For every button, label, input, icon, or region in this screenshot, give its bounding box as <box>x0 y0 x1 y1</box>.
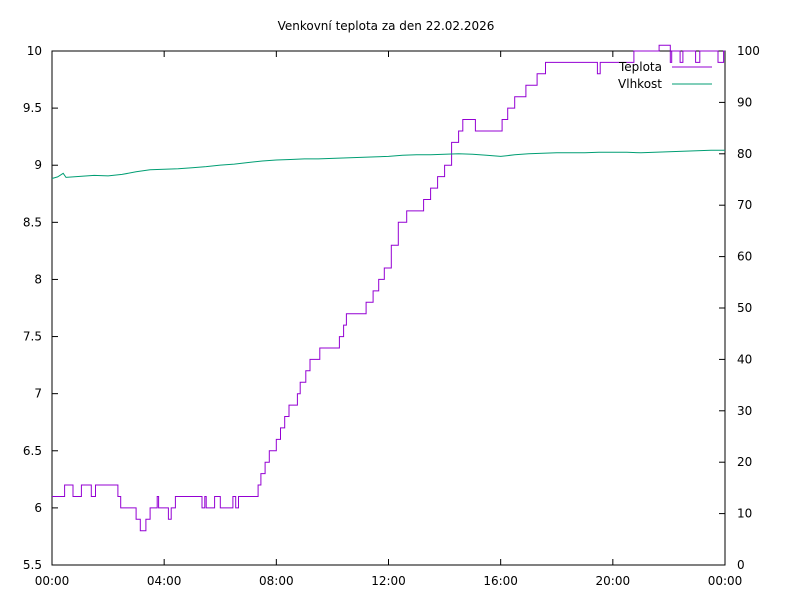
x-tick-label: 04:00 <box>147 574 182 588</box>
y-left-tick-label: 8.5 <box>23 215 42 229</box>
series-line-teplota <box>52 44 725 532</box>
series-layer <box>51 44 725 532</box>
series-line-vlhkost <box>51 149 725 179</box>
y-right-tick-label: 70 <box>737 198 752 212</box>
x-tick-label: 20:00 <box>596 574 631 588</box>
y-right-tick-label: 20 <box>737 455 752 469</box>
y-left-tick-label: 7.5 <box>23 330 42 344</box>
y-left-tick-label: 6 <box>34 501 42 515</box>
y-right-tick-label: 90 <box>737 95 752 109</box>
chart-title: Venkovní teplota za den 22.02.2026 <box>278 19 495 33</box>
y-right-tick-label: 50 <box>737 301 752 315</box>
y-left-tick-label: 7 <box>34 387 42 401</box>
y-left-tick-label: 9 <box>34 158 42 172</box>
y-left-tick-label: 5.5 <box>23 558 42 572</box>
x-tick-label: 00:00 <box>35 574 70 588</box>
y-left-tick-label: 6.5 <box>23 444 42 458</box>
axis-ticks: 00:00 04:00 08:00 12:00 16:00 20:00 00:00 5.5 6 6… <box>23 44 760 588</box>
y-right-tick-label: 60 <box>737 250 752 264</box>
x-tick-label: 08:00 <box>259 574 294 588</box>
plot-frame <box>51 50 726 566</box>
y-right-tick-label: 80 <box>737 147 752 161</box>
legend: Teplota Vlhkost <box>618 60 712 91</box>
x-tick-label: 16:00 <box>483 574 518 588</box>
legend-label-teplota: Teplota <box>618 60 662 74</box>
y-right-tick-label: 100 <box>737 44 760 58</box>
y-left-tick-label: 8 <box>34 272 42 286</box>
y-right-tick-label: 10 <box>737 507 752 521</box>
y-left-tick-label: 10 <box>27 44 42 58</box>
x-tick-label: 00:00 <box>708 574 743 588</box>
y-left-tick-label: 9.5 <box>23 101 42 115</box>
y-right-tick-label: 0 <box>737 558 745 572</box>
x-tick-label: 12:00 <box>371 574 406 588</box>
y-right-tick-label: 40 <box>737 352 752 366</box>
y-right-tick-label: 30 <box>737 404 752 418</box>
legend-label-vlhkost: Vlhkost <box>618 77 662 91</box>
